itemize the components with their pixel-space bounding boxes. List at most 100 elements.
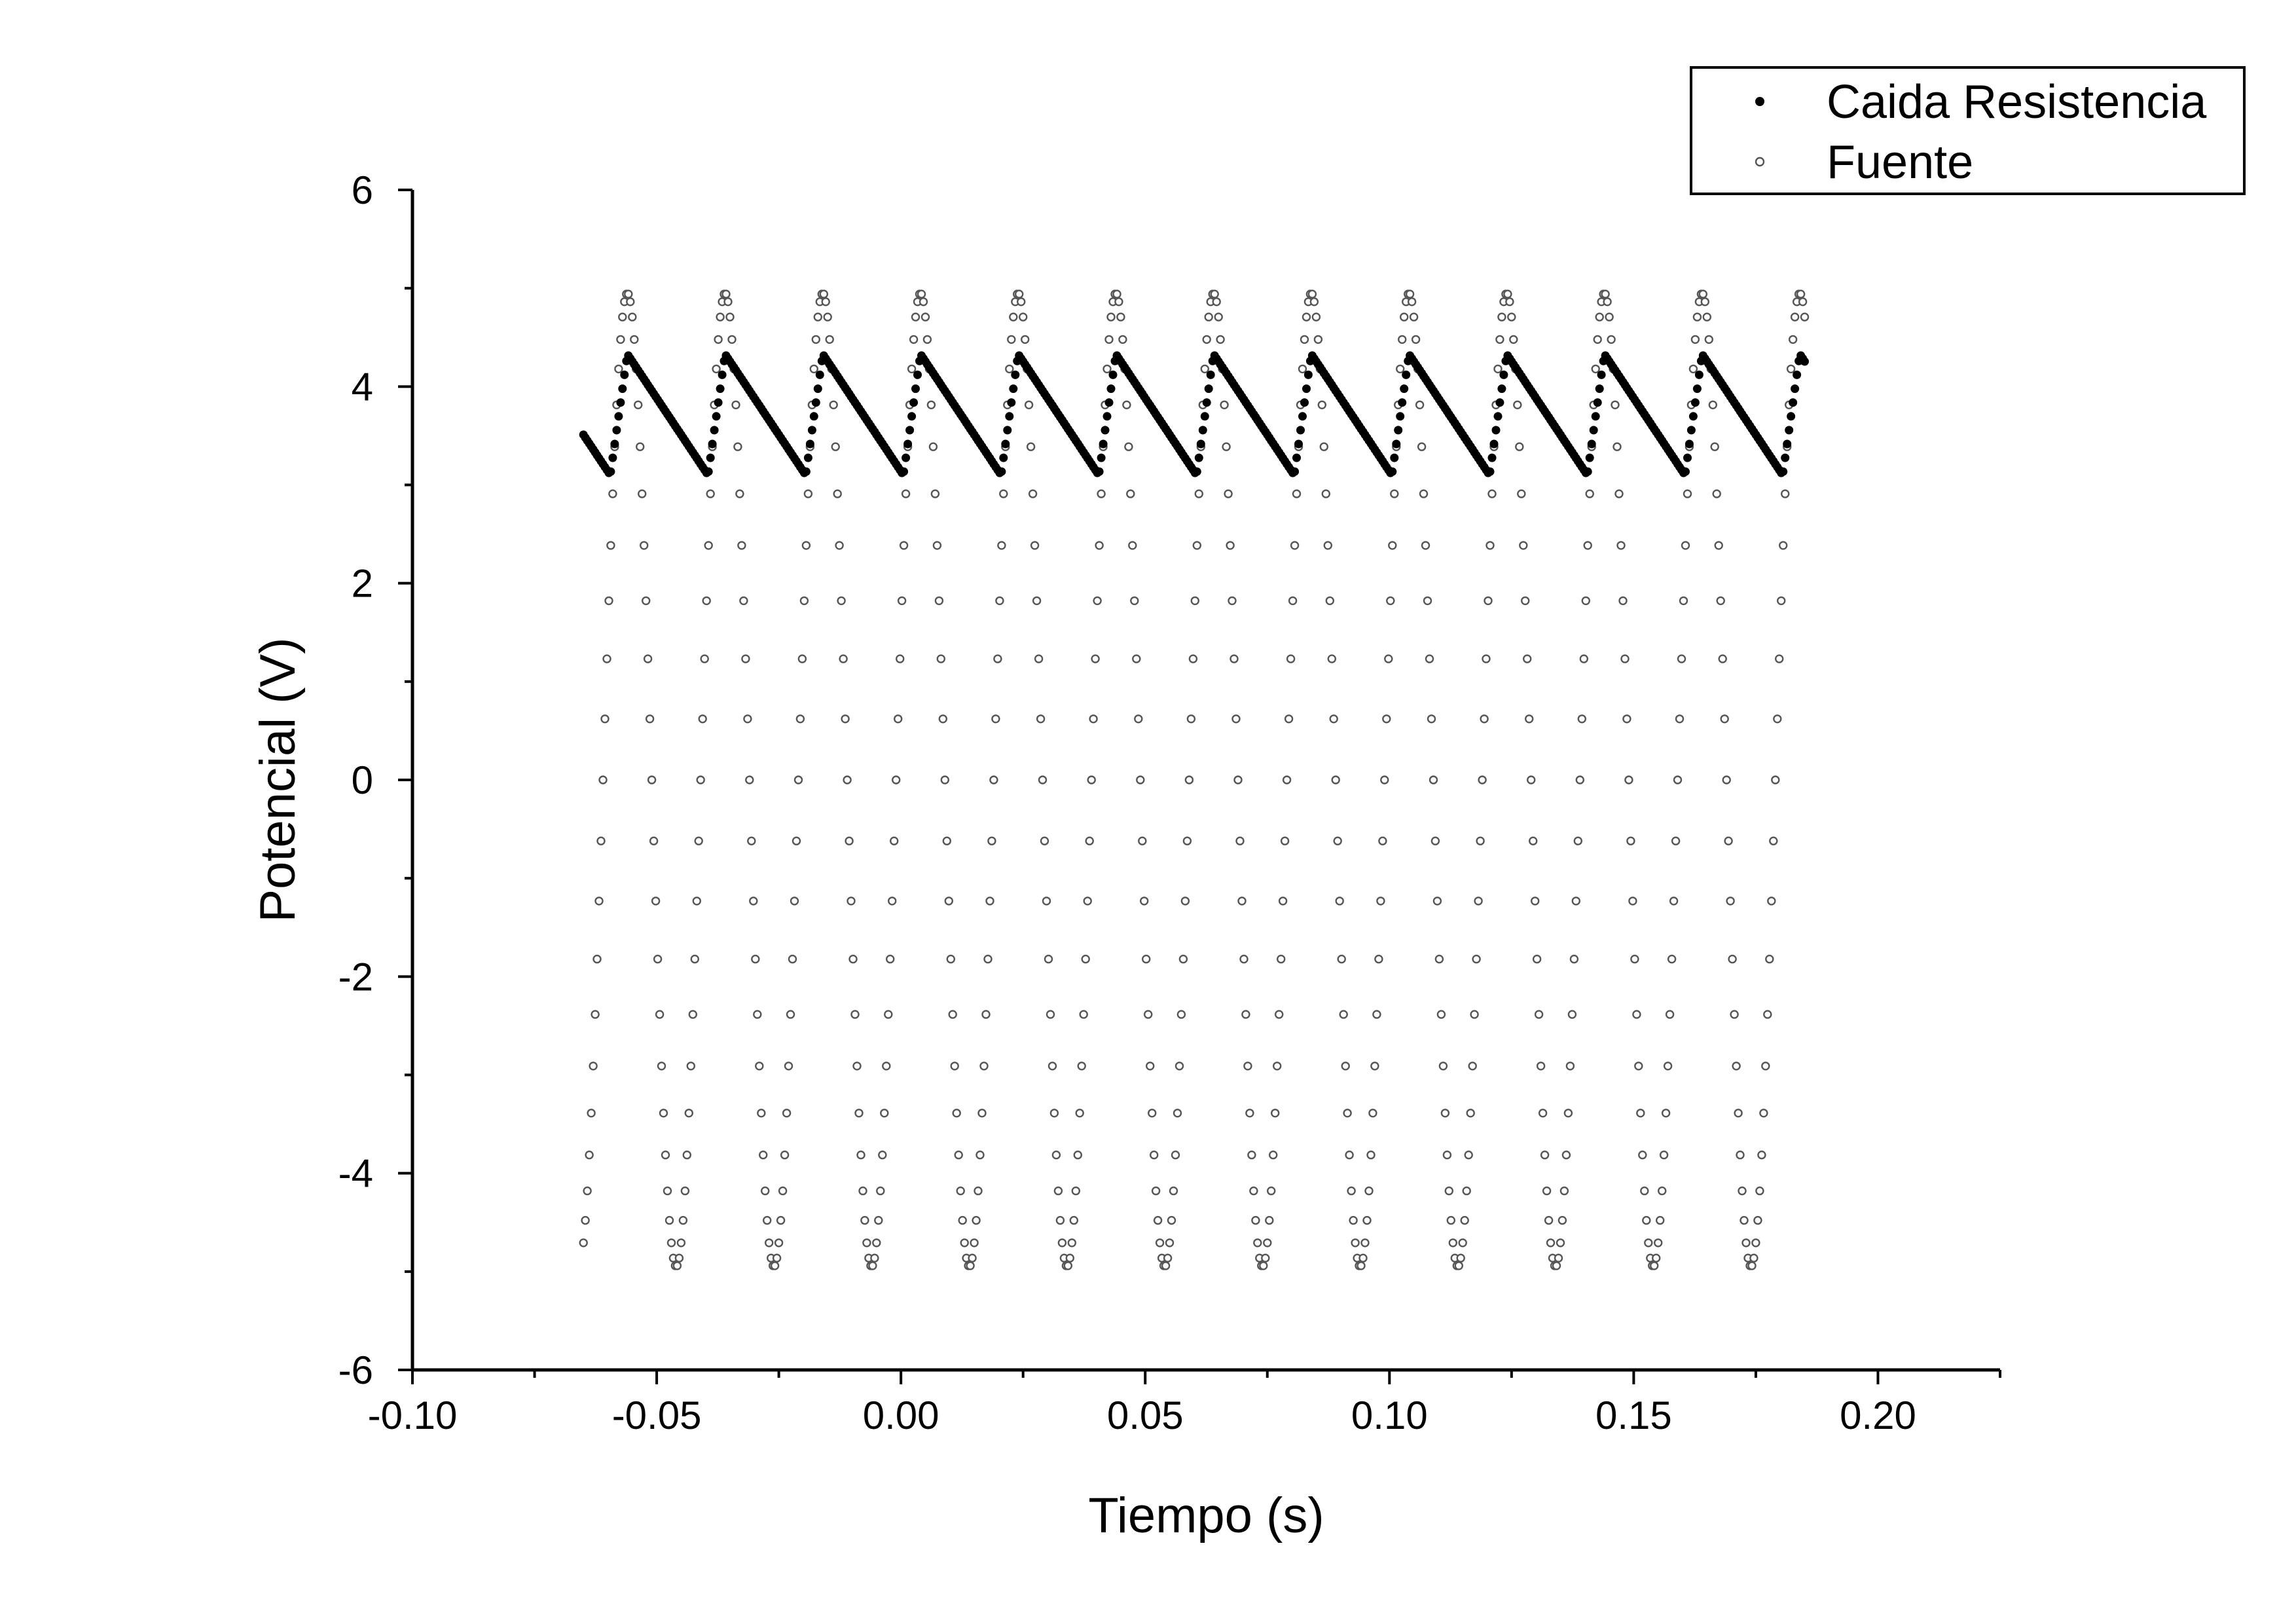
fuente-point <box>1216 335 1225 344</box>
fuente-point <box>811 335 821 344</box>
fuente-point <box>1780 489 1790 498</box>
fuente-point <box>966 1261 975 1270</box>
fuente-point <box>823 312 832 322</box>
fuente-point <box>1290 541 1300 550</box>
fuente-point <box>634 400 643 409</box>
fuente-point <box>1222 442 1231 451</box>
fuente-point <box>1732 1061 1741 1071</box>
fuente-point <box>1538 1109 1548 1118</box>
caida-resistencia-point <box>1690 398 1700 407</box>
fuente-point <box>614 364 623 374</box>
fuente-point <box>897 596 907 606</box>
fuente-point <box>1245 1109 1254 1118</box>
fuente-point <box>1288 596 1298 606</box>
caida-resistencia-point <box>1495 398 1504 407</box>
x-tick-label: 0.05 <box>1107 1393 1184 1437</box>
fuente-point <box>1349 1215 1358 1225</box>
caida-resistencia-point <box>1793 370 1802 379</box>
fuente-point <box>636 442 645 451</box>
fuente-point <box>997 541 1006 550</box>
fuente-point <box>821 297 830 306</box>
fuente-point <box>795 714 805 724</box>
fuente-point <box>1561 1150 1571 1160</box>
fuente-point <box>782 1109 792 1118</box>
fuente-point <box>1364 1186 1374 1196</box>
fuente-point <box>1763 1010 1772 1019</box>
fuente-point <box>1024 400 1034 409</box>
fuente-point <box>895 654 905 663</box>
fuente-point <box>1524 714 1534 724</box>
fuente-point <box>749 896 758 906</box>
fuente-point <box>651 896 661 906</box>
fuente-point <box>1284 714 1294 724</box>
fuente-point <box>1673 775 1683 784</box>
fuente-point <box>1097 489 1106 498</box>
fuente-point <box>1116 312 1125 322</box>
fuente-point <box>829 400 838 409</box>
caida-resistencia-point <box>997 467 1006 476</box>
caida-resistencia-point <box>1585 453 1594 462</box>
fuente-point <box>684 1109 694 1118</box>
fuente-point <box>1751 1238 1760 1247</box>
fuente-point <box>831 442 840 451</box>
caida-resistencia-point <box>1005 412 1014 421</box>
caida-resistencia-point <box>610 439 619 449</box>
fuente-point <box>1554 1253 1563 1263</box>
fuente-point <box>1667 954 1677 964</box>
fuente-point <box>1360 1238 1370 1247</box>
fuente-point <box>1595 312 1604 322</box>
fuente-point <box>1167 1215 1176 1225</box>
fuente-point <box>1456 1253 1465 1263</box>
fuente-point <box>882 1061 891 1071</box>
caida-resistencia-point <box>1692 384 1702 394</box>
fuente-point <box>1343 1109 1352 1118</box>
fuente-point <box>760 1186 770 1196</box>
fuente-point <box>1202 335 1211 344</box>
fuente-point <box>872 1238 881 1247</box>
fuente-point <box>1634 1061 1643 1071</box>
fuente-point <box>1278 896 1288 906</box>
fuente-point <box>786 1010 795 1019</box>
fuente-point <box>1228 596 1237 606</box>
fuente-point <box>1747 1261 1757 1270</box>
caida-resistencia-point <box>1011 370 1020 379</box>
fuente-point <box>1382 714 1391 724</box>
fuente-point <box>1270 1109 1280 1118</box>
fuente-point <box>819 289 829 299</box>
fuente-point <box>1298 364 1307 374</box>
fuente-point <box>1226 541 1235 550</box>
caida-resistencia-point <box>1394 426 1403 435</box>
fuente-point <box>1175 1061 1184 1071</box>
fuente-point <box>1632 1010 1641 1019</box>
fuente-point <box>780 1150 790 1160</box>
fuente-point <box>870 1253 879 1263</box>
fuente-point <box>995 596 1004 606</box>
fuente-point <box>1362 1215 1372 1225</box>
caida-resistencia-point <box>1595 384 1604 394</box>
caida-resistencia-point <box>1493 412 1503 421</box>
caida-resistencia-point <box>1800 357 1809 366</box>
fuente-point <box>1620 654 1630 663</box>
fuente-point <box>1677 654 1686 663</box>
x-ticks: -0.10 -0.05 0.00 0.05 0.10 0.15 0.20 <box>368 1370 2001 1437</box>
caida-resistencia-point <box>1783 439 1792 449</box>
fuente-point <box>1556 1238 1565 1247</box>
fuente-point <box>616 335 625 344</box>
fuente-point <box>1448 1238 1458 1247</box>
fuente-point <box>1778 541 1788 550</box>
fuente-point <box>790 896 799 906</box>
caida-resistencia-point <box>807 426 816 435</box>
fuente-point <box>1579 654 1589 663</box>
fuente-point <box>1495 335 1504 344</box>
fuente-point <box>1497 312 1506 322</box>
fuente-point <box>977 1109 987 1118</box>
caida-resistencia-point <box>1491 426 1501 435</box>
fuente-point <box>1358 1253 1368 1263</box>
fuente-point <box>702 596 711 606</box>
caida-resistencia-point <box>1206 370 1215 379</box>
fuente-point <box>876 1186 885 1196</box>
fuente-point <box>1669 896 1679 906</box>
fuente-point <box>1484 596 1493 606</box>
fuente-point <box>1544 1215 1554 1225</box>
fuente-point <box>1736 1150 1745 1160</box>
